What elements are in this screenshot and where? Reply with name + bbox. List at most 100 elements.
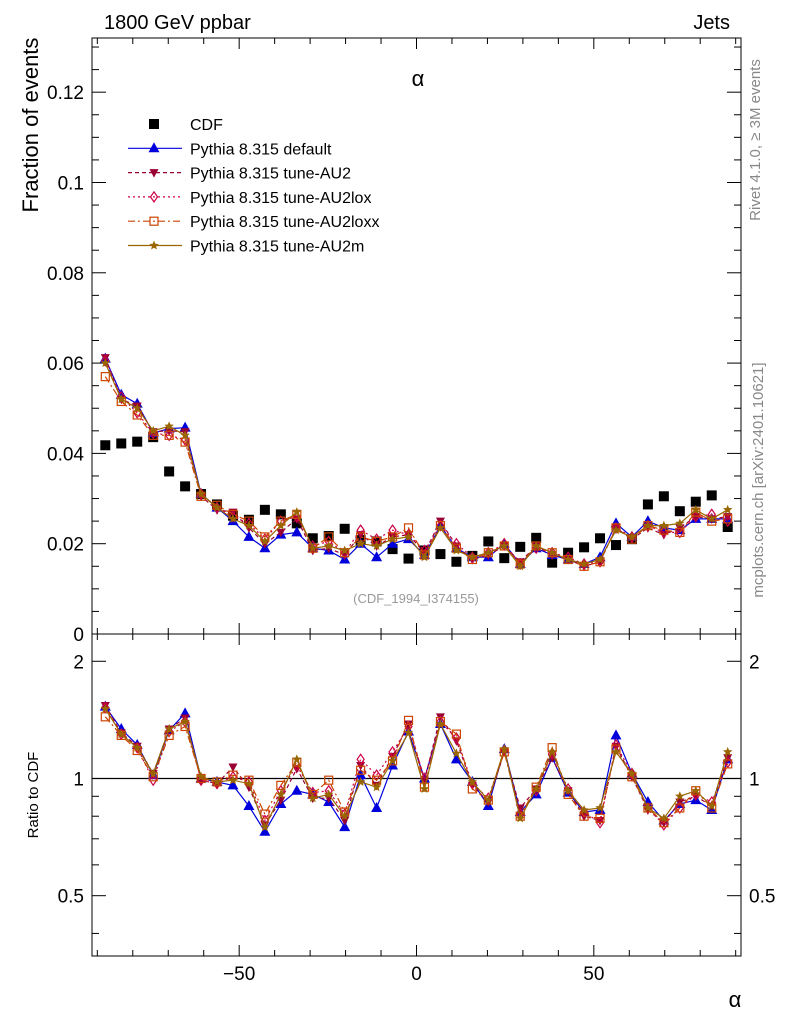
- data-point: [228, 513, 238, 523]
- plot-title: α: [412, 66, 425, 91]
- ratio-point: [196, 771, 206, 781]
- side-label-rivet: Rivet 4.1.0, ≥ 3M events: [747, 59, 764, 221]
- data-point: [323, 540, 334, 550]
- data-point: [499, 553, 510, 564]
- ratio-point: [371, 782, 382, 792]
- data-point: [275, 509, 286, 520]
- x-tick-label: 0: [411, 964, 422, 985]
- data-point: [291, 526, 303, 537]
- ratio-point: [531, 782, 541, 792]
- data-point: [276, 520, 286, 530]
- ratio-point: [243, 799, 255, 810]
- data-point: [467, 552, 478, 562]
- ratio-point: [244, 775, 254, 788]
- series-line: [104, 358, 728, 565]
- series-line: [104, 360, 728, 565]
- data-point: [180, 437, 190, 447]
- ratio-point: [419, 783, 430, 793]
- legend-marker: [149, 216, 159, 226]
- ratio-series-4: [100, 712, 733, 828]
- ratio-point: [659, 818, 669, 831]
- x-axis-label: α: [729, 987, 742, 1012]
- ratio-point: [627, 768, 637, 778]
- data-point: [403, 523, 414, 533]
- ratio-point: [148, 768, 158, 778]
- data-point: [691, 504, 701, 514]
- ratio-point: [356, 753, 365, 766]
- ratio-point: [643, 806, 653, 815]
- data-point: [675, 518, 685, 528]
- ratio-point: [276, 789, 286, 799]
- data-point: [260, 536, 270, 546]
- legend-item: Pythia 8.315 tune-AU2lox: [128, 190, 371, 207]
- data-point: [164, 430, 174, 440]
- data-point: [324, 532, 334, 542]
- legend-item: CDF: [149, 117, 223, 134]
- data-point: [659, 520, 669, 530]
- data-point: [675, 526, 685, 539]
- series-mc-1: [99, 352, 734, 569]
- y-tick-label: 0.04: [47, 444, 84, 465]
- data-point: [722, 504, 733, 514]
- ratio-point: [451, 729, 461, 739]
- data-point: [387, 544, 398, 555]
- ratio-point: [212, 776, 222, 786]
- data-point: [116, 438, 127, 449]
- data-point: [132, 403, 142, 413]
- legend-item: Pythia 8.315 tune-AU2: [128, 166, 351, 183]
- legend-item: Pythia 8.315 tune-AU2m: [128, 239, 364, 256]
- data-point: [339, 545, 350, 555]
- ratio-point: [595, 802, 605, 813]
- ratio-point: [563, 785, 573, 795]
- ratio-point: [164, 723, 174, 734]
- ratio-point: [419, 782, 430, 792]
- legend-label: Pythia 8.315 default: [190, 141, 332, 158]
- ratio-y-tick-label: 2: [73, 652, 84, 673]
- data-point: [436, 519, 445, 532]
- data-point: [196, 489, 206, 499]
- data-point: [611, 521, 621, 534]
- data-point: [116, 394, 127, 404]
- ratio-point: [595, 813, 605, 823]
- analysis-annotation: (CDF_1994_I374155): [353, 591, 479, 606]
- ratio-point: [706, 800, 717, 811]
- ratio-point: [164, 730, 174, 741]
- main-series-layer: [99, 352, 734, 572]
- ratio-point: [675, 803, 685, 813]
- legend-marker: [149, 119, 159, 129]
- ratio-series-1: [99, 700, 734, 836]
- data-point: [515, 541, 526, 552]
- ratio-point: [148, 774, 158, 787]
- ratio-point: [387, 755, 398, 765]
- header-left: 1800 GeV ppbar: [104, 12, 251, 34]
- data-point: [723, 515, 732, 528]
- ratio-point: [579, 811, 589, 821]
- data-point: [563, 554, 573, 564]
- ratio-point: [436, 715, 445, 728]
- ratio-point: [595, 816, 605, 829]
- data-point: [243, 530, 255, 541]
- ratio-point: [324, 775, 334, 785]
- data-point: [499, 540, 510, 550]
- y-tick-label: 0.08: [47, 264, 84, 285]
- ratio-point: [355, 776, 366, 786]
- data-point: [483, 536, 494, 547]
- ratio-point: [260, 822, 270, 832]
- data-point: [403, 531, 414, 541]
- ratio-point: [435, 719, 446, 729]
- data-point: [387, 534, 398, 544]
- legend-label: Pythia 8.315 tune-AU2loxx: [190, 214, 379, 231]
- y-tick-label: 0.1: [58, 173, 84, 194]
- data-point: [610, 540, 621, 551]
- data-point: [706, 490, 717, 501]
- ratio-series-2: [100, 701, 733, 830]
- data-point: [101, 354, 110, 367]
- ratio-point: [483, 795, 494, 805]
- data-point: [419, 552, 430, 562]
- ratio-point: [531, 783, 541, 793]
- ratio-point: [116, 729, 127, 739]
- header-right: Jets: [693, 12, 730, 34]
- ratio-point: [450, 753, 462, 764]
- ratio-point: [452, 732, 461, 745]
